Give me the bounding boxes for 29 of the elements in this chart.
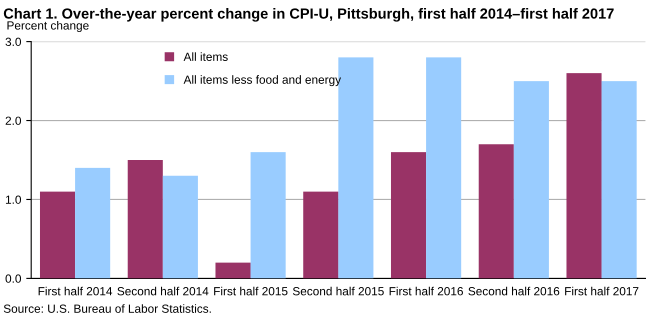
bar [602, 81, 637, 278]
y-axis-title: Percent change [7, 20, 89, 32]
y-tick-label: 1.0 [6, 196, 22, 204]
legend-label: All items less food and energy [184, 75, 342, 86]
bar [250, 152, 286, 278]
bar [390, 152, 426, 278]
x-tick-label: First half 2015 [214, 286, 288, 296]
y-tick-label: 2.0 [6, 116, 22, 125]
y-tick-label: 3.0 [6, 38, 22, 46]
bar [215, 262, 251, 278]
x-tick-label: First half 2016 [390, 286, 463, 296]
bar [40, 192, 76, 278]
x-tick-label: Second half 2014 [117, 286, 208, 296]
bar [162, 176, 198, 278]
legend-label: All items [184, 52, 228, 61]
x-tick-label: Second half 2015 [292, 286, 384, 296]
source-note: Source: U.S. Bureau of Labor Statistics. [4, 304, 211, 313]
bar [566, 73, 602, 278]
bar [478, 144, 514, 278]
bar [514, 81, 549, 278]
chart-title: Chart 1. Over-the-year percent change in CPI-U, Pittsburgh, first half 2014–first half 2017 [4, 8, 614, 22]
x-tick-label: First half 2017 [565, 286, 638, 296]
x-tick-label: Second half 2016 [468, 286, 560, 296]
bar [303, 192, 338, 278]
bar [75, 168, 110, 278]
x-tick-label: First half 2014 [38, 286, 112, 296]
bar [128, 160, 163, 278]
bar [426, 57, 462, 278]
y-tick-label: 0.0 [6, 274, 22, 283]
